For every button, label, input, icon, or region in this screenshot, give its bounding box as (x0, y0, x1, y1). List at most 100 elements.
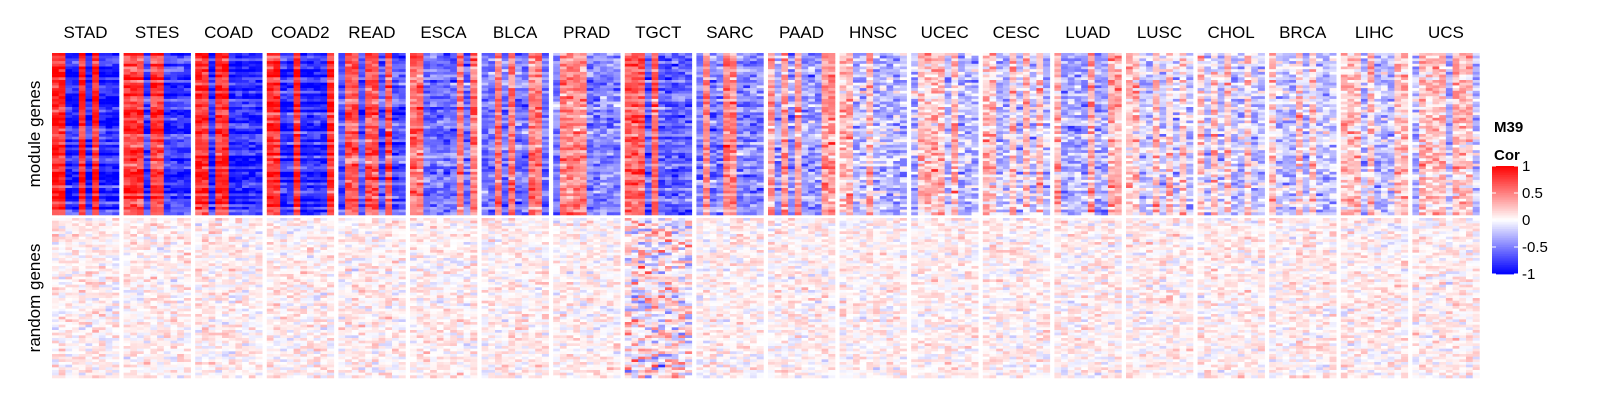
module-cell (72, 158, 79, 161)
random-cell (112, 354, 119, 357)
module-cell (184, 161, 191, 164)
module-cell (177, 99, 184, 102)
random-cell (52, 277, 59, 280)
module-cell (79, 126, 86, 129)
module-cell (72, 207, 79, 210)
column-label-brca: BRCA (1279, 23, 1327, 42)
module-cell (124, 172, 131, 175)
random-cell (65, 359, 72, 362)
random-cell (92, 298, 99, 301)
random-cell (99, 237, 106, 240)
random-cell (65, 327, 72, 330)
module-cell (52, 188, 59, 191)
random-cell (52, 295, 59, 298)
module-cell (59, 166, 66, 169)
module-cell (157, 77, 164, 80)
random-cell (59, 245, 66, 248)
random-cell (106, 333, 113, 336)
random-cell (99, 301, 106, 304)
module-cell (164, 75, 171, 78)
random-cell (184, 234, 191, 237)
random-cell (59, 298, 66, 301)
module-cell (59, 72, 66, 75)
module-cell (144, 88, 151, 91)
module-cell (171, 131, 178, 134)
random-cell (72, 327, 79, 330)
module-cell (59, 158, 66, 161)
module-cell (171, 202, 178, 205)
module-cell (99, 102, 106, 105)
module-cell (86, 102, 93, 105)
module-cell (72, 102, 79, 105)
module-cell (177, 88, 184, 91)
random-cell (144, 229, 151, 232)
random-cell (137, 229, 144, 232)
module-cell (59, 83, 66, 86)
random-cell (164, 229, 171, 232)
module-cell (144, 112, 151, 115)
module-cell (130, 64, 137, 67)
module-cell (137, 91, 144, 94)
module-cell (144, 183, 151, 186)
module-cell (150, 72, 157, 75)
module-cell (92, 183, 99, 186)
module-cell (171, 148, 178, 151)
module-cell (99, 112, 106, 115)
module-cell (72, 80, 79, 83)
module-cell (184, 207, 191, 210)
module-cell (171, 129, 178, 132)
module-cell (124, 183, 131, 186)
module-cell (171, 134, 178, 137)
random-cell (72, 351, 79, 354)
module-cell (52, 193, 59, 196)
random-cell (177, 221, 184, 224)
module-cell (72, 96, 79, 99)
module-cell (171, 107, 178, 110)
random-cell (112, 223, 119, 226)
random-cell (106, 301, 113, 304)
module-cell (184, 88, 191, 91)
module-cell (184, 199, 191, 202)
random-cell (112, 229, 119, 232)
module-cell (164, 169, 171, 172)
module-cell (184, 64, 191, 67)
random-cell (59, 237, 66, 240)
module-cell (144, 58, 151, 61)
module-cell (130, 191, 137, 194)
module-cell (106, 210, 113, 213)
random-cell (106, 295, 113, 298)
random-cell (52, 282, 59, 285)
random-cell (52, 245, 59, 248)
random-cell (59, 325, 66, 328)
module-cell (92, 56, 99, 59)
module-cell (177, 188, 184, 191)
module-cell (92, 166, 99, 169)
random-cell (99, 221, 106, 224)
module-cell (72, 123, 79, 126)
random-cell (52, 285, 59, 288)
random-cell (79, 367, 86, 370)
module-cell (157, 61, 164, 64)
module-cell (52, 183, 59, 186)
module-cell (86, 83, 93, 86)
random-cell (106, 367, 113, 370)
module-cell (130, 67, 137, 70)
module-cell (79, 142, 86, 145)
module-cell (164, 210, 171, 213)
module-cell (130, 180, 137, 183)
random-cell (130, 239, 137, 242)
random-cell (59, 343, 66, 346)
random-cell (150, 237, 157, 240)
module-cell (171, 139, 178, 142)
module-cell (157, 123, 164, 126)
module-cell (86, 166, 93, 169)
module-cell (137, 175, 144, 178)
module-cell (112, 131, 119, 134)
random-cell (92, 231, 99, 234)
random-cell (150, 218, 157, 221)
module-cell (59, 169, 66, 172)
random-cell (86, 290, 93, 293)
module-cell (177, 185, 184, 188)
random-cell (144, 223, 151, 226)
module-cell (86, 183, 93, 186)
